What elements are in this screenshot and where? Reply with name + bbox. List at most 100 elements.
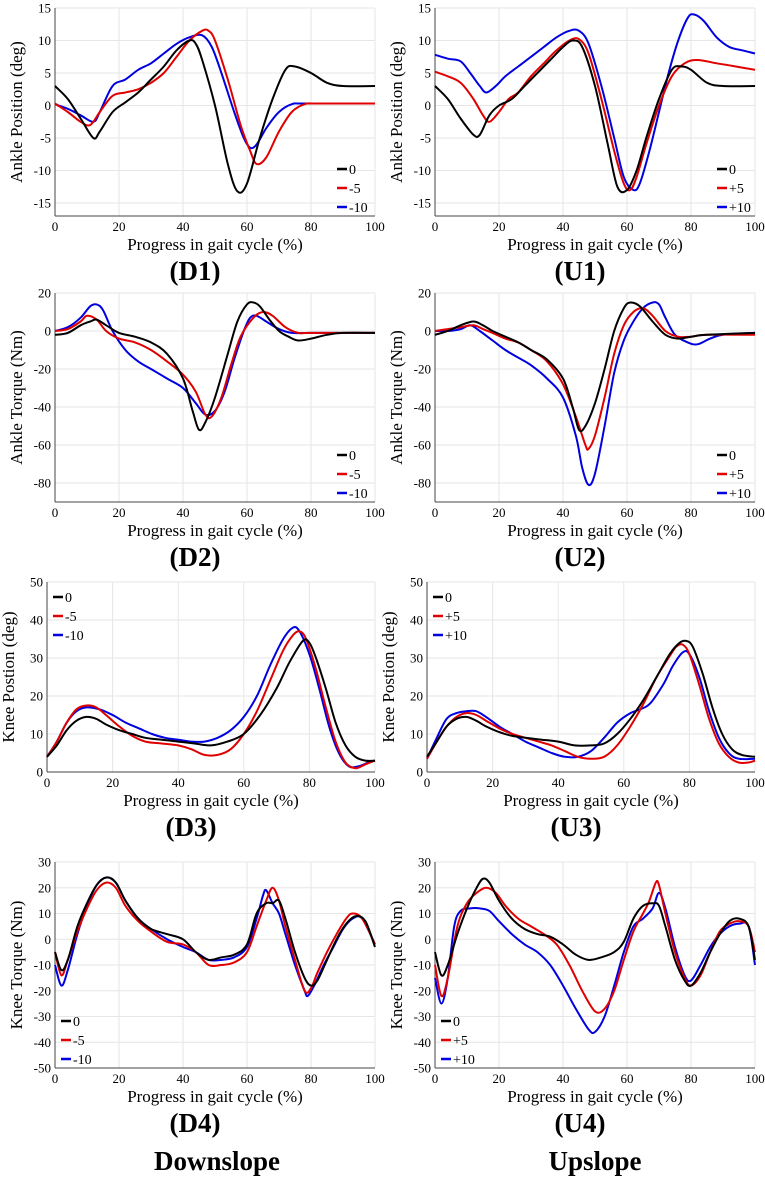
x-tick-label: 80 <box>305 219 318 234</box>
y-tick-label: -15 <box>414 196 431 211</box>
y-tick-label: -10 <box>414 163 431 178</box>
y-tick-label: 5 <box>425 66 432 81</box>
x-tick-label: 0 <box>432 1071 439 1086</box>
legend-entry: 0 <box>65 591 72 606</box>
panel-label: (D1) <box>170 256 221 286</box>
series-line-black <box>434 877 756 987</box>
y-tick-label: -30 <box>34 1009 51 1024</box>
panel-label: (U2) <box>555 542 606 572</box>
legend-entry: 0 <box>445 591 452 606</box>
y-tick-label: 10 <box>418 906 431 921</box>
x-axis-label: Progress in gait cycle (%) <box>507 235 683 254</box>
legend-entry: +5 <box>729 468 744 483</box>
legend-entry: +10 <box>729 487 751 502</box>
x-tick-label: 60 <box>617 775 630 790</box>
legend-entry: +5 <box>729 182 744 197</box>
x-tick-label: 40 <box>557 219 570 234</box>
x-axis-label: Progress in gait cycle (%) <box>127 521 303 540</box>
legend: 0 +5 +10 <box>717 449 751 502</box>
y-tick-label: -10 <box>34 163 51 178</box>
panel-label: (D4) <box>170 1108 221 1138</box>
y-tick-label: 0 <box>425 932 432 947</box>
column-label-downslope: Downslope <box>154 1146 280 1176</box>
y-tick-label: -50 <box>34 1061 51 1076</box>
x-tick-label: 100 <box>365 1071 385 1086</box>
x-tick-label: 60 <box>241 1071 254 1086</box>
panel-u1: 0 20 40 60 80 100 15 10 5 0 -5 -10 -15 Progress in ga… <box>387 1 765 287</box>
series-line-blue <box>54 303 375 417</box>
y-tick-label: 20 <box>410 689 423 704</box>
y-tick-label: -50 <box>414 1061 431 1076</box>
y-tick-label: 5 <box>45 66 52 81</box>
y-tick-label: -10 <box>414 958 431 973</box>
column-label-upslope: Upslope <box>548 1146 641 1176</box>
series-line-red <box>46 630 376 770</box>
x-tick-label: 100 <box>365 775 385 790</box>
y-tick-label: 0 <box>425 98 432 113</box>
x-tick-label: 60 <box>621 1071 634 1086</box>
x-tick-label: 100 <box>365 505 385 520</box>
series-line-black <box>434 39 756 194</box>
legend-entry: -10 <box>349 487 368 502</box>
y-tick-label: 10 <box>38 33 51 48</box>
x-tick-label: 0 <box>52 219 59 234</box>
legend-entry: 0 <box>73 1015 80 1030</box>
x-tick-label: 20 <box>486 775 499 790</box>
y-tick-label: -40 <box>34 1035 51 1050</box>
x-tick-label: 80 <box>683 775 696 790</box>
x-tick-label: 100 <box>745 505 765 520</box>
y-axis-label: Knee Torque (Nm) <box>387 901 406 1030</box>
y-tick-label: -20 <box>34 983 51 998</box>
panel-d2: 0 20 40 60 80 100 20 0 -20 -40 -60 -80 Progress in g… <box>7 286 385 573</box>
x-tick-label: 80 <box>305 505 318 520</box>
y-tick-label: 0 <box>37 765 44 780</box>
y-axis-label: Ankle Torque (Nm) <box>7 330 26 464</box>
series-line-blue <box>54 876 376 998</box>
y-tick-label: 15 <box>418 1 431 16</box>
legend-entry: +10 <box>453 1053 475 1068</box>
x-tick-label: 0 <box>432 219 439 234</box>
y-tick-label: 20 <box>38 286 51 301</box>
y-tick-label: -60 <box>414 438 431 453</box>
y-tick-label: 50 <box>30 575 43 590</box>
x-axis-label: Progress in gait cycle (%) <box>127 235 303 254</box>
x-tick-label: 40 <box>177 505 190 520</box>
legend-entry: -10 <box>73 1053 92 1068</box>
x-tick-label: 40 <box>177 1071 190 1086</box>
x-tick-label: 0 <box>52 1071 59 1086</box>
legend: 0 -5 -10 <box>53 591 84 644</box>
x-tick-label: 20 <box>113 1071 126 1086</box>
legend-entry: 0 <box>729 449 736 464</box>
panel-label: (D2) <box>170 542 221 572</box>
y-tick-label: 0 <box>45 98 52 113</box>
legend-entry: +5 <box>453 1034 468 1049</box>
legend: 0 +5 +10 <box>717 163 751 216</box>
y-tick-label: 40 <box>410 613 423 628</box>
legend: 0 -5 -10 <box>337 449 368 502</box>
y-tick-label: 20 <box>38 880 51 895</box>
x-tick-label: 20 <box>493 219 506 234</box>
x-tick-label: 0 <box>52 505 59 520</box>
legend: 0 -5 -10 <box>337 163 368 216</box>
y-tick-label: 0 <box>45 932 52 947</box>
y-tick-label: -10 <box>34 958 51 973</box>
x-tick-label: 20 <box>106 775 119 790</box>
y-tick-label: 10 <box>410 727 423 742</box>
y-tick-label: -40 <box>414 1035 431 1050</box>
y-tick-label: -80 <box>414 476 431 491</box>
x-tick-label: 40 <box>172 775 185 790</box>
y-tick-label: -5 <box>420 131 431 146</box>
series-line-blue <box>434 891 756 1035</box>
x-tick-label: 80 <box>303 775 316 790</box>
x-tick-label: 80 <box>685 1071 698 1086</box>
legend-entry: -5 <box>73 1034 85 1049</box>
x-tick-label: 100 <box>745 219 765 234</box>
y-tick-label: 20 <box>418 286 431 301</box>
panel-u4: 0 20 40 60 80 1003020100-10-20-30-40-50Progre… <box>387 855 765 1139</box>
x-tick-label: 100 <box>745 775 765 790</box>
x-tick-label: 60 <box>237 775 250 790</box>
y-tick-label: 15 <box>38 1 51 16</box>
y-tick-label: -60 <box>34 438 51 453</box>
